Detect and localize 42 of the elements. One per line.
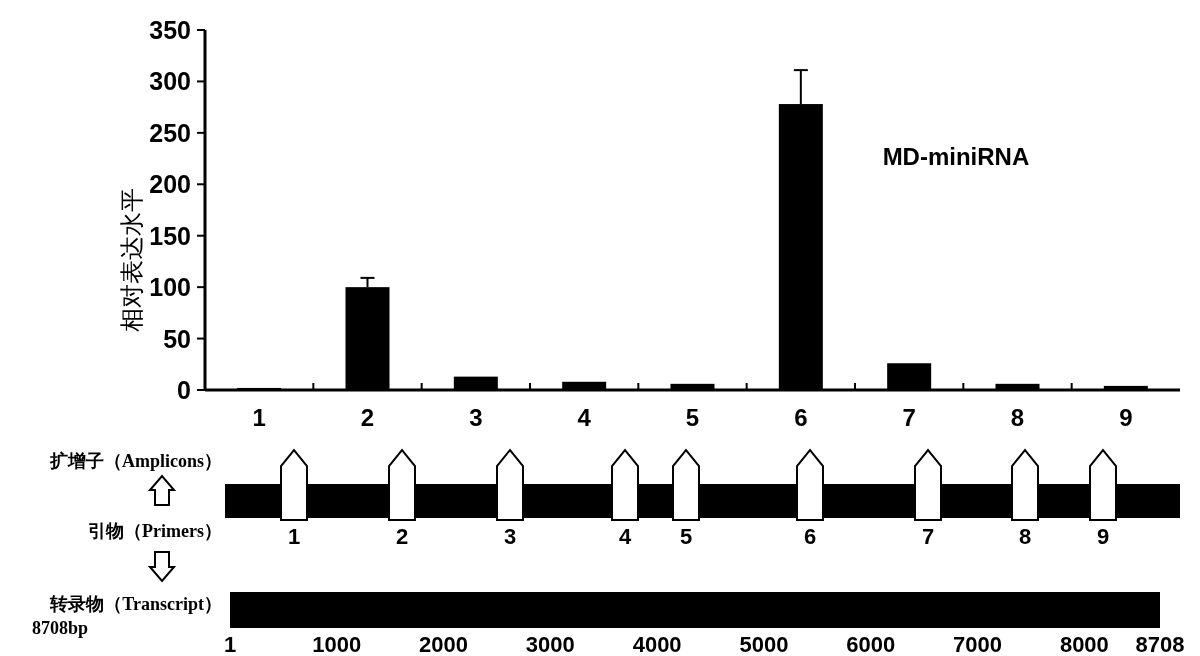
x-tick-label: 8000 bbox=[1059, 632, 1109, 656]
y-tick-label: 250 bbox=[149, 118, 191, 147]
x-tick-label: 1000 bbox=[312, 632, 362, 656]
x-tick-label: 7 bbox=[902, 404, 916, 431]
text: 3 bbox=[503, 524, 517, 549]
text: 7 bbox=[921, 524, 935, 549]
y-tick-label: 350 bbox=[149, 16, 191, 44]
text: 8708bp bbox=[31, 618, 89, 638]
x-tick-label: 1 bbox=[252, 404, 266, 431]
text: 9 bbox=[1096, 524, 1110, 549]
x-tick-label: 6000 bbox=[846, 632, 896, 656]
annotation: MD-miniRNA bbox=[882, 143, 1030, 170]
text: 6 bbox=[803, 524, 817, 549]
y-tick-label: 200 bbox=[149, 170, 191, 199]
y-tick-label: 150 bbox=[149, 221, 191, 250]
text: 1 bbox=[287, 524, 301, 549]
x-tick-label: 2 bbox=[360, 404, 375, 431]
y-tick-label: 100 bbox=[149, 273, 191, 302]
text: 2 bbox=[395, 524, 409, 549]
x-tick-label: 5000 bbox=[739, 632, 789, 656]
x-tick-label: 4000 bbox=[632, 632, 682, 656]
x-tick-label: 6 bbox=[794, 404, 808, 431]
y-tick-label: 50 bbox=[163, 324, 191, 353]
x-tick-label: 3 bbox=[469, 404, 483, 431]
x-tick-label: 8 bbox=[1010, 404, 1025, 431]
y-tick-label: 转录物（Transcript） bbox=[49, 594, 222, 614]
x-tick-label: 7000 bbox=[953, 632, 1003, 656]
text: 引物（Primers） bbox=[88, 521, 222, 541]
x-tick-label: 3000 bbox=[525, 632, 575, 656]
x-tick-label: 8708 bbox=[1135, 632, 1185, 656]
x-tick-label: 4 bbox=[577, 404, 592, 431]
text: 5 bbox=[679, 524, 693, 549]
x-tick-label: 2000 bbox=[419, 632, 468, 656]
y-tick-label: 300 bbox=[149, 67, 191, 96]
x-tick-label: 5 bbox=[685, 404, 700, 431]
x-tick-label: 9 bbox=[1119, 404, 1133, 431]
y-axis-title: 相对表达水平 bbox=[118, 188, 145, 332]
text: 4 bbox=[618, 524, 632, 549]
y-tick-label: 0 bbox=[177, 376, 191, 404]
text: 扩增子（Amplicons） bbox=[48, 451, 222, 471]
text: 8 bbox=[1018, 524, 1032, 549]
x-tick-label: 1 bbox=[223, 632, 237, 656]
